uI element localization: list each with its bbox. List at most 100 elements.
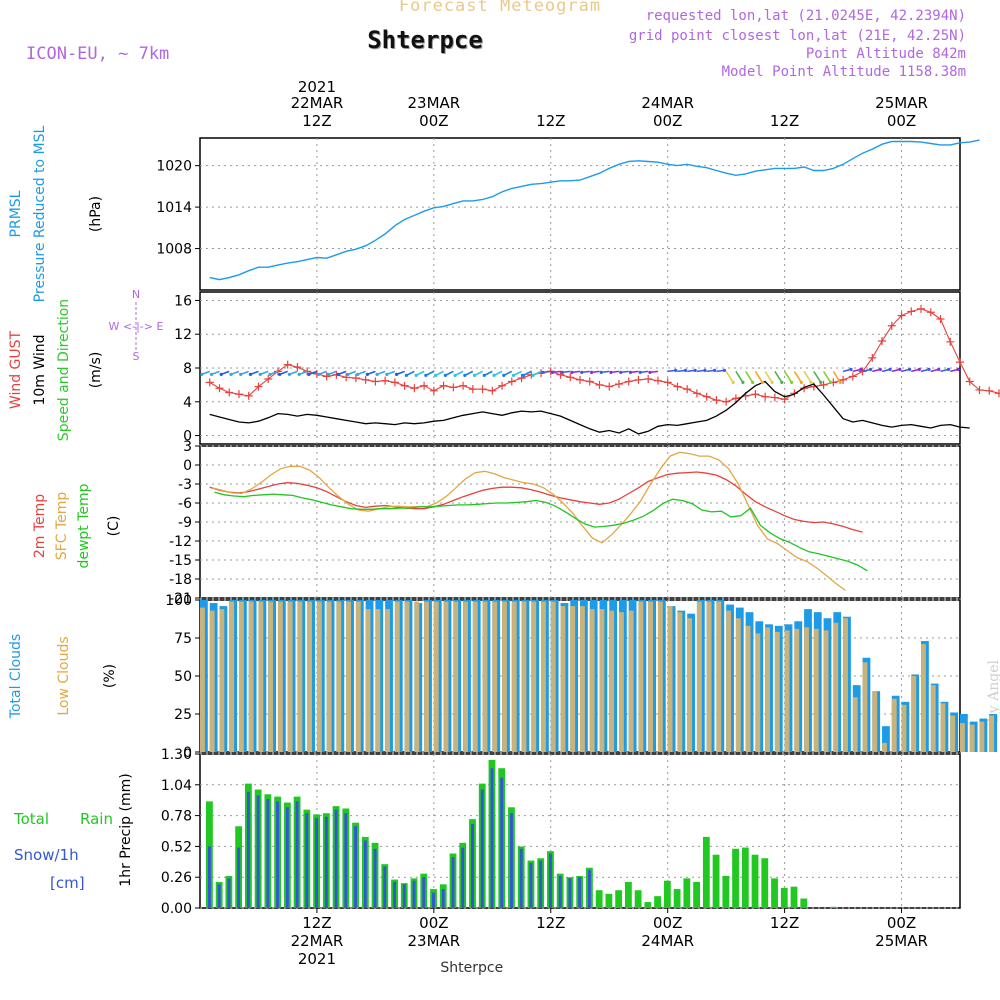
wind-arrow-head (648, 370, 652, 374)
low-cloud-bar (969, 724, 975, 752)
total-precip-bar (790, 886, 798, 908)
sfc-temp-line (212, 451, 846, 591)
gust-marker (644, 374, 653, 383)
wind-direction-arrow (735, 370, 744, 383)
wind-arrow-head (424, 373, 428, 377)
wind-arrow-head (828, 380, 833, 384)
wind-arrow-head (609, 370, 613, 374)
bottom-time-label: 00Z (419, 914, 448, 932)
low-cloud-bar (716, 601, 722, 752)
wind-arrow-head (799, 380, 803, 384)
snow-bar (519, 848, 523, 908)
total-precip-bar (673, 889, 681, 908)
gust-marker (342, 373, 351, 382)
gust-marker (215, 384, 224, 393)
gust-marker (381, 376, 390, 385)
wind-arrow-head (385, 372, 389, 376)
gust-marker (800, 384, 809, 393)
wind-arrow-head (287, 372, 292, 376)
snow-bar (305, 813, 309, 908)
gust-marker (673, 382, 682, 391)
wind-direction-arrow (793, 370, 803, 383)
gust-marker (225, 388, 234, 397)
wind-arrow-head (492, 373, 496, 377)
low-cloud-bar (229, 601, 235, 752)
gust-marker (839, 375, 848, 384)
wind-arrow-head (297, 372, 301, 376)
gust-marker (566, 373, 575, 382)
gust-marker (371, 377, 380, 386)
gust-marker (936, 315, 945, 324)
wind-arrow-head (809, 380, 813, 384)
low-cloud-bar (443, 601, 449, 752)
total-precip-bar (829, 906, 837, 908)
gust-marker (692, 389, 701, 398)
y-tick-label: 1008 (156, 242, 192, 258)
low-cloud-bar (862, 662, 868, 752)
gust-marker (449, 383, 458, 392)
low-cloud-bar (735, 618, 741, 752)
y-tick-label: 3 (183, 439, 192, 455)
wind-arrow-head (219, 372, 223, 376)
station-name: Shterpce (367, 26, 483, 54)
gust-marker (702, 392, 711, 401)
top-time-label: 24MAR (641, 94, 694, 112)
gust-marker (907, 307, 916, 316)
gust-marker (273, 367, 282, 376)
wind-arrow-head (521, 373, 525, 377)
top-time-label: 00Z (419, 112, 448, 130)
snow-bar (578, 877, 582, 908)
low-cloud-bar (989, 715, 995, 752)
snow-bar (354, 826, 358, 908)
y-tick-label: 1014 (156, 200, 192, 216)
gust-marker (244, 391, 253, 400)
low-cloud-bar (365, 609, 371, 752)
total-precip-bar (741, 847, 749, 908)
temp-2m-label: 2m Temp (32, 494, 48, 558)
pressure-label-msl: Pressure Reduced to MSL (32, 125, 48, 302)
wind-arrow-head (248, 372, 253, 376)
low-cloud-bar (667, 606, 673, 752)
low-cloud-bar (687, 618, 693, 752)
y-tick-label: 16 (174, 293, 192, 309)
low-cloud-bar (921, 644, 926, 752)
top-time-label: 12Z (302, 112, 331, 130)
gust-marker (683, 385, 692, 394)
gust-marker (322, 372, 331, 381)
top-time-label: 23MAR (407, 94, 460, 112)
gust-marker (751, 390, 760, 399)
low-cloud-bar (930, 685, 936, 752)
gust-marker (634, 375, 643, 384)
gust-marker (410, 384, 419, 393)
wind-arrow-head (268, 372, 272, 376)
gust-marker (205, 378, 214, 387)
panel-0 (199, 137, 961, 291)
gridpoint-coords: grid point closest lon,lat (21E, 42.25N) (628, 28, 966, 44)
low-cloud-bar (872, 691, 878, 752)
wind-arrow-head (463, 373, 467, 377)
snow-bar (539, 860, 543, 908)
gust-marker (439, 381, 448, 390)
total-precip-bar (644, 902, 652, 908)
pressure-line (209, 139, 980, 281)
y-tick-label: -18 (169, 572, 192, 588)
wind-10m-label: 10m Wind (32, 334, 48, 405)
snow-bar (412, 880, 416, 908)
gust-marker (712, 396, 721, 405)
wind-arrow-head (819, 380, 823, 384)
wind-arrow-head (937, 367, 941, 371)
wind-arrow-head (878, 367, 882, 371)
top-time-label: 25MAR (875, 94, 928, 112)
low-cloud-bar (258, 601, 264, 752)
low-cloud-bar (618, 612, 624, 752)
gust-marker (576, 375, 584, 384)
low-cloud-bar (268, 601, 274, 752)
wind-arrow-head (722, 368, 727, 372)
bottom-time-label: 24MAR (641, 932, 694, 950)
temp-2m-line (209, 471, 863, 533)
low-cloud-bar (599, 609, 605, 752)
low-cloud-bar (570, 606, 576, 752)
wind-arrow-head (472, 373, 477, 377)
y-tick-label: 8 (183, 361, 192, 377)
low-cloud-bar (414, 601, 420, 752)
